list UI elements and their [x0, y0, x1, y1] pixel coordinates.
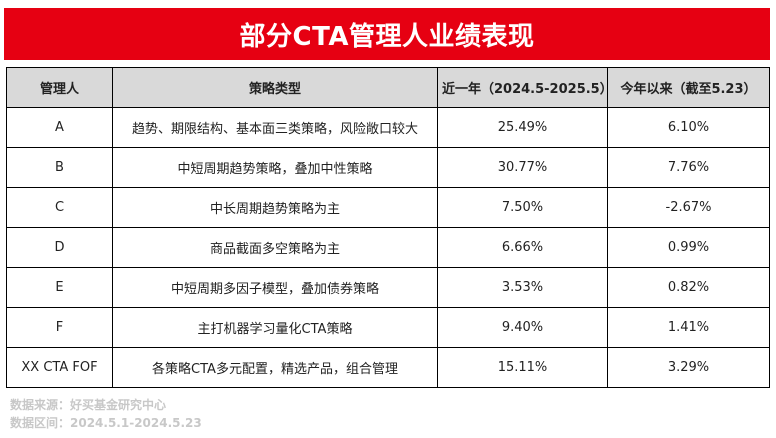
cell-ytd: 1.41% — [607, 307, 770, 348]
cell-manager: B — [6, 147, 113, 188]
performance-table: 管理人 策略类型 近一年（2024.5-2025.5） 今年以来（截至5.23）… — [6, 67, 770, 388]
table-row: D 商品截面多空策略为主 6.66% 0.99% — [6, 227, 770, 268]
header-strategy: 策略类型 — [112, 67, 438, 108]
table-row: B 中短周期趋势策略，叠加中性策略 30.77% 7.76% — [6, 147, 770, 188]
cell-strategy: 趋势、期限结构、基本面三类策略，风险敞口较大 — [112, 107, 438, 148]
table-row: XX CTA FOF 各策略CTA多元配置，精选产品，组合管理 15.11% 3… — [6, 347, 770, 388]
header-manager: 管理人 — [6, 67, 113, 108]
cell-strategy: 主打机器学习量化CTA策略 — [112, 307, 438, 348]
cell-one-year: 30.77% — [437, 147, 608, 188]
cell-strategy: 中短周期多因子模型，叠加债券策略 — [112, 267, 438, 308]
cell-one-year: 9.40% — [437, 307, 608, 348]
cell-strategy: 各策略CTA多元配置，精选产品，组合管理 — [112, 347, 438, 388]
cell-ytd: 3.29% — [607, 347, 770, 388]
cell-strategy: 中长周期趋势策略为主 — [112, 187, 438, 228]
cell-strategy: 中短周期趋势策略，叠加中性策略 — [112, 147, 438, 188]
title-banner: 部分CTA管理人业绩表现 — [4, 8, 770, 60]
cell-one-year: 25.49% — [437, 107, 608, 148]
cell-one-year: 6.66% — [437, 227, 608, 268]
cell-manager: F — [6, 307, 113, 348]
cell-manager: E — [6, 267, 113, 308]
table-header-row: 管理人 策略类型 近一年（2024.5-2025.5） 今年以来（截至5.23） — [6, 67, 770, 108]
data-period-note: 数据区间：2024.5.1-2024.5.23 — [10, 416, 202, 430]
header-one-year: 近一年（2024.5-2025.5） — [437, 67, 608, 108]
cell-one-year: 15.11% — [437, 347, 608, 388]
cell-ytd: 0.82% — [607, 267, 770, 308]
table-row: E 中短周期多因子模型，叠加债券策略 3.53% 0.82% — [6, 267, 770, 308]
cell-manager: C — [6, 187, 113, 228]
table-row: C 中长周期趋势策略为主 7.50% -2.67% — [6, 187, 770, 228]
cell-ytd: 7.76% — [607, 147, 770, 188]
cell-one-year: 3.53% — [437, 267, 608, 308]
table-row: A 趋势、期限结构、基本面三类策略，风险敞口较大 25.49% 6.10% — [6, 107, 770, 148]
data-source-note: 数据来源：好买基金研究中心 — [10, 398, 167, 412]
cell-manager: A — [6, 107, 113, 148]
cell-ytd: 6.10% — [607, 107, 770, 148]
table-row: F 主打机器学习量化CTA策略 9.40% 1.41% — [6, 307, 770, 348]
header-ytd: 今年以来（截至5.23） — [607, 67, 770, 108]
cell-manager: XX CTA FOF — [6, 347, 113, 388]
cell-ytd: 0.99% — [607, 227, 770, 268]
cell-one-year: 7.50% — [437, 187, 608, 228]
cell-manager: D — [6, 227, 113, 268]
cell-ytd: -2.67% — [607, 187, 770, 228]
cell-strategy: 商品截面多空策略为主 — [112, 227, 438, 268]
page-title: 部分CTA管理人业绩表现 — [239, 21, 535, 52]
